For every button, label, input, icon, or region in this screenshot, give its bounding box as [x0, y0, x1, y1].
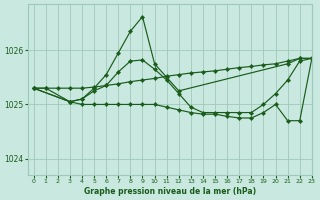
X-axis label: Graphe pression niveau de la mer (hPa): Graphe pression niveau de la mer (hPa)	[84, 187, 256, 196]
